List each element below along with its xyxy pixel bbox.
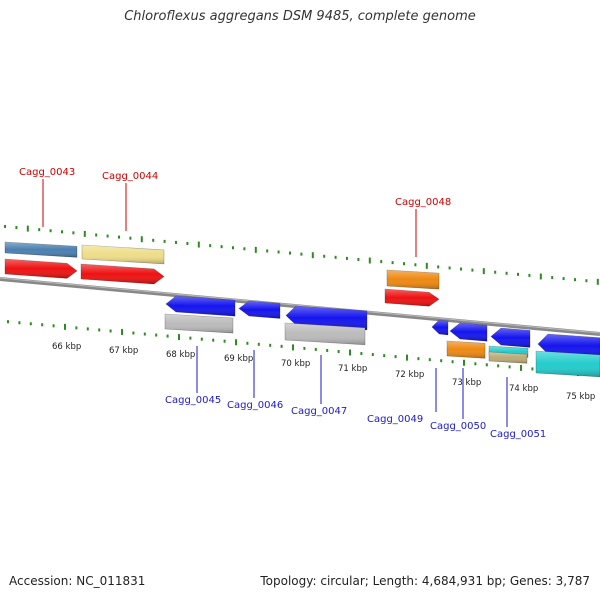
gene-arrow-cagg-0044-shading <box>81 264 164 284</box>
gene-arrow-cagg-0047-shading <box>286 306 367 330</box>
scale-label: 66 kbp <box>52 342 81 352</box>
gene-box-cagg-0045-shading <box>165 314 233 334</box>
scale-label: 69 kbp <box>224 354 253 364</box>
scale-label: 71 kbp <box>338 364 367 374</box>
summary-text: Topology: circular; Length: 4,684,931 bp… <box>260 574 590 588</box>
scale-label: 73 kbp <box>452 378 481 388</box>
gene-box-cagg-0051b-shading <box>489 352 527 364</box>
gene-label[interactable]: Cagg_0051 <box>490 429 546 440</box>
gene-label[interactable]: Cagg_0045 <box>165 395 221 406</box>
gene-box-cagg-0048-shading <box>387 270 439 290</box>
gene-arrow-cagg-0050-shading <box>491 328 530 348</box>
gene-arrow-cagg-0043-shading <box>5 259 77 279</box>
accession-text: Accession: NC_011831 <box>9 574 146 588</box>
scale-label: 70 kbp <box>281 359 310 369</box>
gene-arrow-cagg-0048-shading <box>385 289 439 307</box>
gene-arrow-cagg-0045-shading <box>166 296 235 317</box>
gene-arrow-cagg-0046-shading <box>239 301 280 319</box>
gene-label[interactable]: Cagg_0048 <box>395 197 451 208</box>
scale-label: 68 kbp <box>166 350 195 360</box>
gene-label[interactable]: Cagg_0049 <box>367 414 423 425</box>
gene-arrow-small-shading <box>432 320 448 335</box>
gene-label[interactable]: Cagg_0043 <box>19 167 75 178</box>
gene-box-cagg-0044-shading <box>82 245 164 264</box>
outer-tick-ring <box>4 224 599 285</box>
gene-box-cagg-0050-shading <box>447 341 485 359</box>
gene-label[interactable]: Cagg_0047 <box>291 406 347 417</box>
gene-arrow-cagg-0049-shading <box>450 323 487 342</box>
scale-label: 75 kbp <box>566 392 595 402</box>
genome-backbone-highlight <box>0 277 600 334</box>
gene-label[interactable]: Cagg_0044 <box>102 171 158 182</box>
map-title: Chloroflexus aggregans DSM 9485, complet… <box>124 9 476 24</box>
gene-box-cyan-right-shading <box>536 351 600 377</box>
gene-label[interactable]: Cagg_0046 <box>227 400 283 411</box>
scale-label: 74 kbp <box>509 384 538 394</box>
gene-box-cagg-0047-shading <box>285 323 365 345</box>
scale-label: 67 kbp <box>109 346 138 356</box>
gene-arrow-cagg-0051-shading <box>538 334 600 358</box>
gene-box-cagg-0043-shading <box>5 242 77 258</box>
scale-label: 72 kbp <box>395 370 424 380</box>
gene-label[interactable]: Cagg_0050 <box>430 421 486 432</box>
